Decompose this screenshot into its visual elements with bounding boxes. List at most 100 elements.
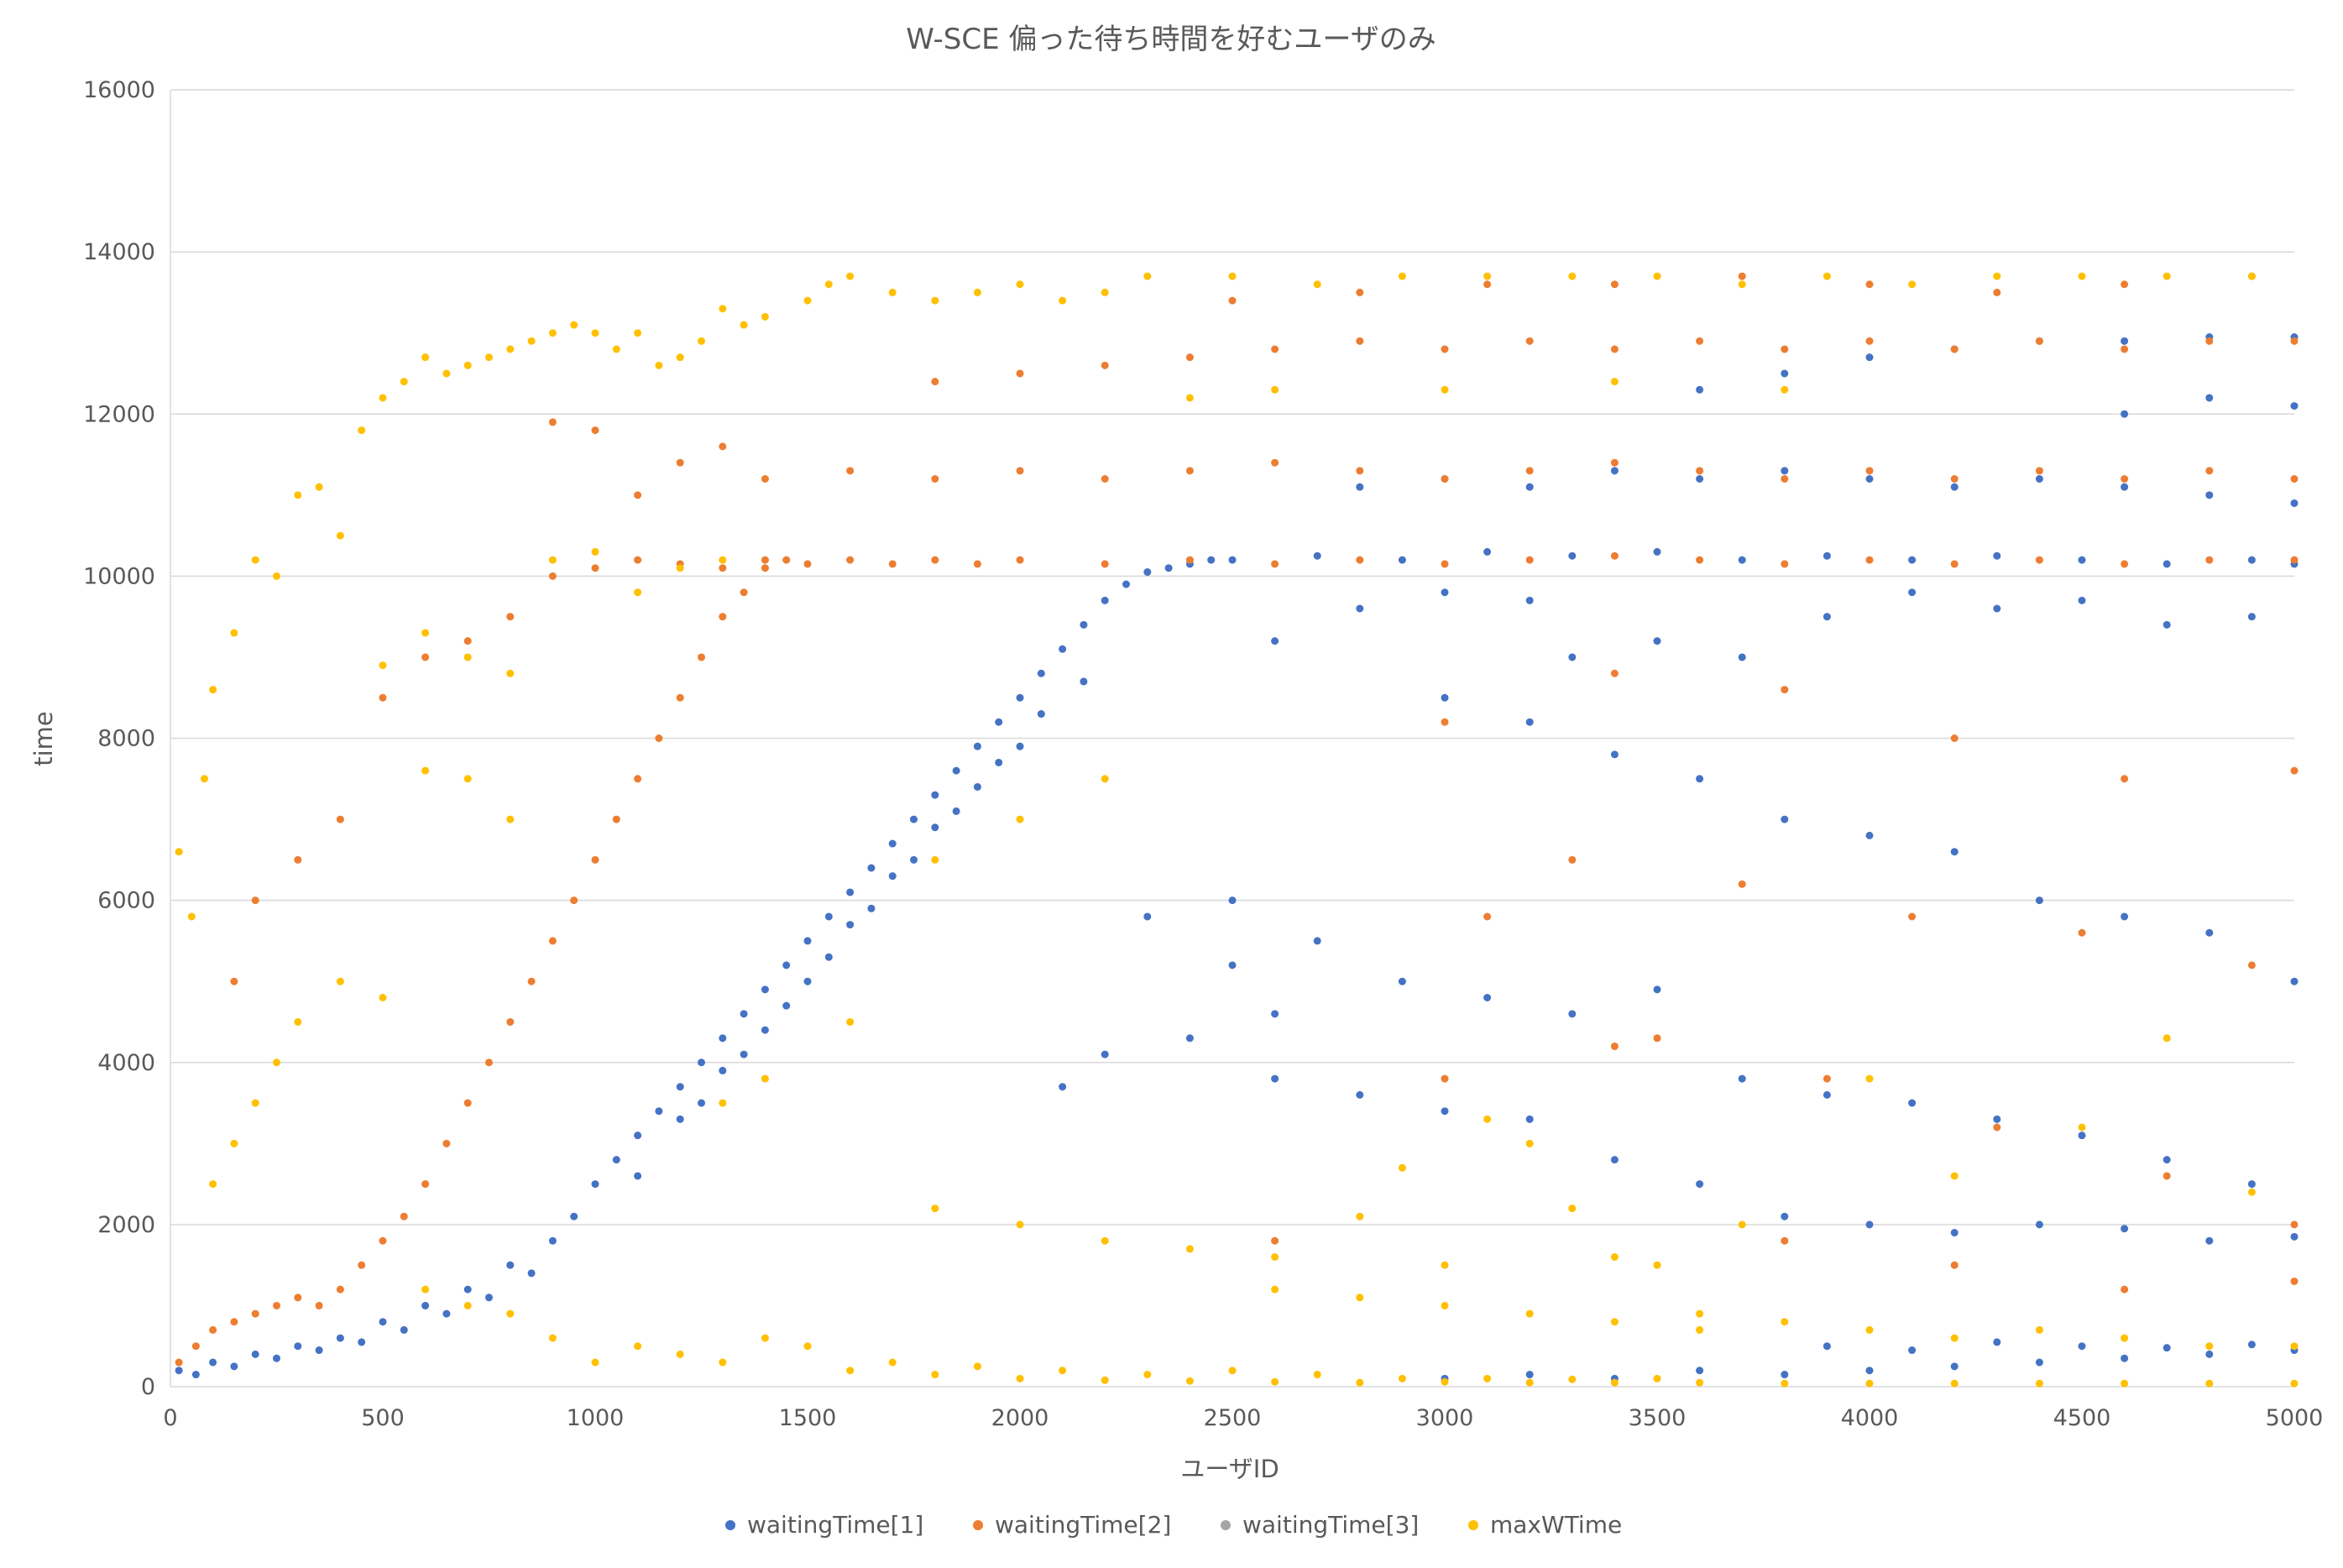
data-point — [591, 426, 599, 435]
data-point — [1525, 1371, 1534, 1379]
data-point — [867, 864, 876, 872]
data-point — [2205, 1350, 2214, 1358]
data-point — [1356, 1212, 1364, 1220]
data-point — [1080, 677, 1088, 686]
data-point — [2163, 620, 2171, 629]
data-point — [1908, 588, 1917, 597]
data-point — [1271, 1285, 1279, 1294]
data-point — [2290, 402, 2299, 410]
data-point — [2290, 475, 2299, 483]
data-point — [273, 1301, 280, 1309]
data-point — [995, 718, 1003, 726]
data-point — [506, 669, 515, 677]
data-point — [761, 1334, 769, 1342]
data-point — [1398, 1163, 1406, 1172]
legend-marker — [725, 1520, 735, 1530]
data-point — [1271, 1236, 1279, 1245]
data-point — [1696, 1325, 1704, 1334]
data-point — [1823, 272, 1831, 280]
data-point — [506, 613, 515, 621]
data-point — [2247, 1341, 2256, 1349]
data-point — [803, 1342, 812, 1351]
data-point — [1568, 1010, 1577, 1018]
data-point — [888, 560, 897, 568]
data-point — [273, 1354, 280, 1362]
data-point — [803, 937, 812, 945]
data-point — [2290, 1379, 2299, 1388]
data-point — [740, 1010, 748, 1018]
data-point — [442, 1309, 451, 1318]
data-point — [1398, 272, 1406, 280]
data-point — [1865, 1379, 1874, 1388]
data-point — [2247, 556, 2256, 564]
y-tick-label: 16000 — [83, 77, 155, 103]
data-point — [400, 378, 408, 386]
data-point — [175, 848, 183, 856]
data-point — [634, 491, 642, 499]
data-point — [1696, 1309, 1704, 1318]
data-point — [1993, 604, 2001, 613]
data-point — [2121, 483, 2129, 491]
data-point — [548, 556, 557, 564]
y-tick-label: 4000 — [97, 1050, 155, 1076]
data-point — [1610, 280, 1619, 289]
data-point — [187, 912, 196, 921]
data-point — [761, 985, 769, 994]
data-point — [740, 1050, 748, 1058]
data-point — [719, 613, 727, 621]
data-point — [1441, 718, 1449, 726]
data-point — [655, 361, 663, 369]
data-point — [1016, 280, 1024, 289]
data-point — [1525, 483, 1534, 491]
data-point — [1823, 1342, 1831, 1351]
data-point — [1993, 1338, 2001, 1346]
data-point — [1781, 475, 1789, 483]
data-point — [2121, 410, 2129, 418]
data-point — [2205, 556, 2214, 564]
data-point — [655, 734, 663, 742]
data-point — [230, 1139, 238, 1147]
data-point — [782, 961, 791, 970]
data-point — [740, 321, 748, 329]
data-point — [2078, 596, 2086, 604]
data-point — [846, 556, 855, 564]
data-point — [1271, 637, 1279, 645]
data-point — [1653, 1034, 1661, 1043]
data-point — [1568, 653, 1577, 661]
data-point — [570, 896, 578, 905]
data-point — [2078, 928, 2086, 937]
data-point — [1356, 337, 1364, 345]
data-point — [1696, 337, 1704, 345]
data-point — [1356, 1294, 1364, 1302]
data-point — [1781, 1318, 1789, 1326]
data-point — [1101, 596, 1109, 604]
data-point — [1441, 345, 1449, 353]
data-point — [1568, 272, 1577, 280]
data-point — [1781, 385, 1789, 394]
data-point — [1993, 551, 2001, 560]
data-point — [1568, 855, 1577, 864]
series-0 — [175, 333, 2299, 1382]
data-point — [1441, 1377, 1449, 1386]
data-point — [931, 296, 939, 305]
data-point — [2121, 1334, 2129, 1342]
data-point — [1865, 1367, 1874, 1375]
data-point — [1228, 556, 1237, 564]
data-point — [719, 442, 727, 451]
legend: waitingTime[1] waitingTime[2] waitingTime[… — [725, 1511, 1622, 1539]
data-point — [761, 556, 769, 564]
data-point — [1185, 1377, 1194, 1385]
data-point — [888, 839, 897, 848]
data-point — [1781, 369, 1789, 378]
data-point — [2078, 1132, 2086, 1140]
data-point — [2121, 1379, 2129, 1388]
data-point — [358, 1338, 366, 1346]
data-point — [463, 653, 472, 661]
data-point — [634, 1172, 642, 1180]
data-point — [1143, 912, 1152, 921]
data-point — [2035, 896, 2043, 905]
data-point — [931, 378, 939, 386]
data-point — [1610, 1378, 1619, 1387]
